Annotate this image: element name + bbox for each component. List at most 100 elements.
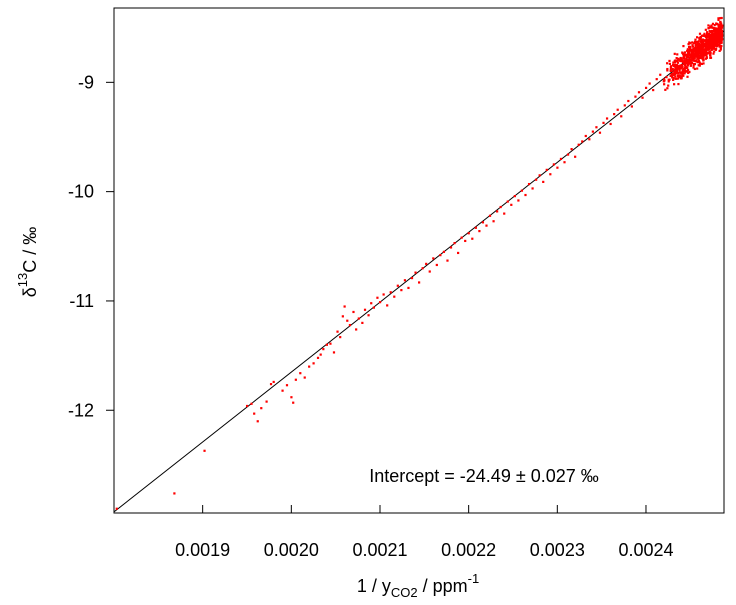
y-axis-label-superscript: 13: [15, 273, 30, 287]
data-point: [691, 48, 694, 51]
data-point: [269, 383, 273, 386]
data-point: [510, 203, 513, 206]
data-point: [703, 48, 706, 51]
data-point: [693, 47, 696, 50]
fit-line: [113, 30, 725, 513]
data-point: [700, 47, 703, 50]
data-point: [256, 420, 259, 423]
data-point: [717, 17, 720, 20]
data-point: [666, 67, 669, 71]
data-point: [691, 59, 694, 62]
data-point: [710, 29, 714, 33]
data-point: [674, 71, 678, 75]
data-point: [697, 40, 700, 43]
data-point: [692, 64, 695, 67]
data-point: [719, 24, 722, 27]
data-point: [705, 55, 708, 58]
data-point: [692, 56, 695, 60]
data-point: [577, 143, 580, 146]
data-point: [719, 17, 722, 20]
data-point: [460, 236, 463, 239]
data-point: [678, 68, 681, 71]
data-point: [591, 130, 594, 133]
data-point: [697, 60, 701, 63]
data-point: [682, 74, 685, 77]
data-point: [679, 66, 683, 70]
data-point: [689, 64, 692, 67]
data-point: [485, 224, 488, 227]
data-point: [684, 62, 687, 65]
data-point: [718, 30, 721, 33]
data-point: [676, 61, 680, 64]
x-axis-label-main: 1 / y: [357, 576, 391, 596]
data-point: [696, 43, 699, 46]
data-point: [694, 59, 697, 63]
data-point: [699, 46, 702, 49]
data-point: [627, 99, 630, 103]
data-point: [588, 138, 591, 141]
data-point: [673, 73, 676, 76]
data-point: [339, 336, 342, 339]
data-point: [669, 68, 672, 71]
data-point: [686, 53, 689, 56]
data-point: [432, 257, 435, 260]
data-point: [663, 83, 666, 86]
data-point: [681, 69, 684, 72]
data-point: [709, 34, 712, 37]
data-point: [689, 53, 692, 56]
data-point: [449, 246, 453, 249]
data-point: [704, 40, 708, 43]
data-point: [682, 60, 686, 63]
data-point: [357, 317, 360, 320]
data-point: [702, 34, 705, 37]
data-point: [694, 46, 697, 50]
data-point: [674, 66, 677, 69]
data-point: [698, 32, 702, 35]
data-point: [524, 193, 527, 197]
data-point: [414, 271, 417, 274]
data-point: [693, 67, 696, 71]
data-point: [709, 36, 712, 39]
y-axis-label: δ13C / ‰: [15, 227, 40, 298]
data-point: [303, 376, 306, 379]
data-point: [407, 286, 410, 290]
data-point: [428, 270, 431, 273]
data-point: [673, 83, 676, 86]
data-point: [672, 61, 675, 64]
data-point: [648, 82, 651, 85]
data-point: [367, 314, 370, 317]
data-point: [678, 58, 681, 61]
data-point: [681, 60, 684, 63]
data-point: [609, 122, 612, 126]
data-point: [659, 73, 662, 76]
data-point: [531, 187, 534, 190]
data-point: [446, 259, 449, 262]
data-point: [695, 52, 699, 55]
data-point: [203, 449, 206, 452]
data-point: [678, 64, 681, 67]
data-point: [581, 140, 584, 143]
data-point: [711, 26, 714, 29]
data-point: [704, 57, 707, 60]
data-point: [698, 56, 701, 59]
data-point: [692, 42, 695, 45]
data-point: [474, 226, 477, 229]
data-point: [712, 52, 715, 55]
data-point: [370, 302, 373, 305]
data-point: [418, 281, 421, 284]
data-point: [688, 47, 692, 50]
data-point: [691, 50, 694, 53]
data-point: [694, 41, 697, 44]
data-point: [674, 75, 677, 78]
data-point: [702, 51, 706, 54]
data-point: [355, 328, 358, 331]
data-point: [704, 28, 707, 31]
data-point: [713, 44, 716, 47]
data-point: [668, 62, 672, 65]
data-point: [686, 75, 689, 78]
data-point: [421, 267, 424, 270]
data-point: [410, 276, 414, 280]
data-point: [559, 157, 563, 161]
data-point: [671, 72, 675, 75]
data-point: [689, 62, 693, 65]
